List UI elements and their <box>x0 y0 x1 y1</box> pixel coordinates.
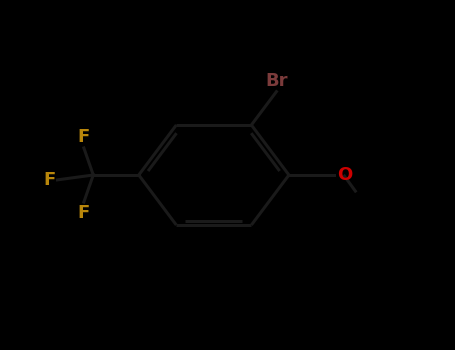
Text: F: F <box>78 204 90 222</box>
Text: Br: Br <box>265 72 288 90</box>
Text: O: O <box>337 166 352 184</box>
Text: F: F <box>43 171 55 189</box>
Text: F: F <box>78 128 90 146</box>
